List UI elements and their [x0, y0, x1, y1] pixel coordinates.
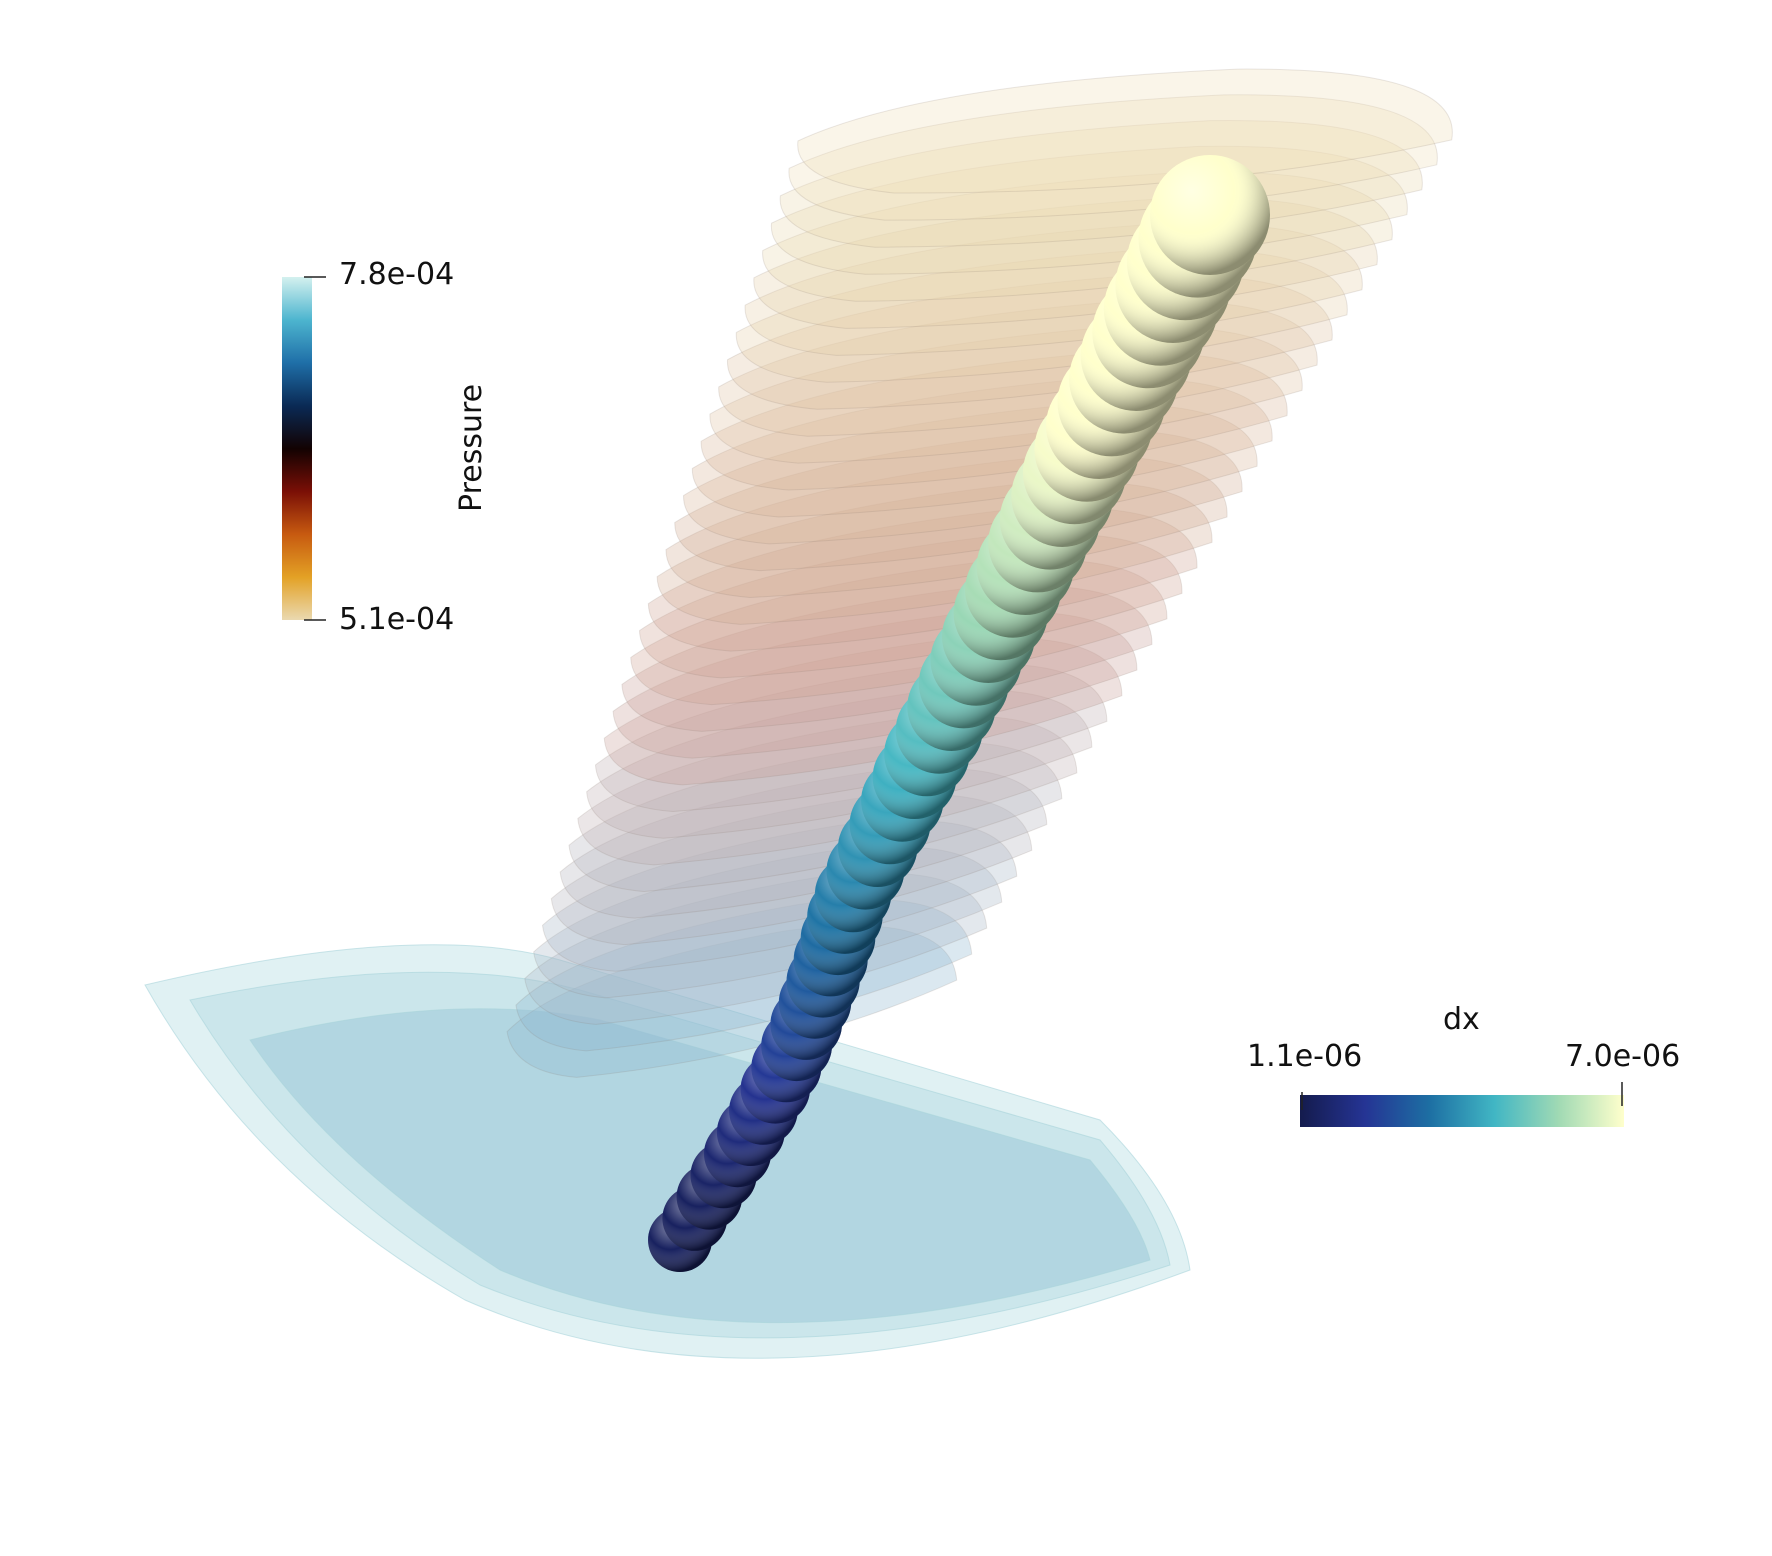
dx-title: dx — [1443, 1002, 1480, 1037]
isosurface-sheet — [797, 68, 1453, 194]
particle-sphere-shading — [1150, 155, 1270, 275]
dx-min-label: 1.1e-06 — [1247, 1039, 1363, 1074]
pressure-colorbar — [282, 276, 326, 621]
pressure-colorbar-ramp — [282, 277, 312, 620]
pressure-title: Pressure — [454, 383, 489, 512]
pressure-max-label: 7.8e-04 — [339, 257, 455, 292]
dx-colorbar — [1300, 1082, 1624, 1127]
dx-max-label: 7.0e-06 — [1565, 1039, 1681, 1074]
pressure-min-label: 5.1e-04 — [339, 602, 455, 637]
particle-trajectory — [648, 155, 1270, 1272]
dx-colorbar-ramp — [1300, 1095, 1624, 1127]
isosurface-sheet — [788, 94, 1438, 221]
